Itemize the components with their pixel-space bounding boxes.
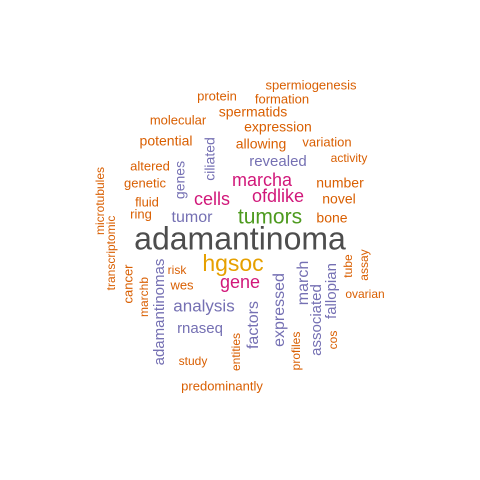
cloud-word-revealed: revealed [249, 153, 307, 170]
cloud-word-molecular: molecular [150, 112, 207, 127]
cloud-word-gene: gene [220, 272, 260, 292]
cloud-word-fluid: fluid [135, 194, 159, 209]
cloud-word-study: study [179, 354, 208, 368]
cloud-word-tumor: tumor [172, 209, 214, 226]
cloud-word-marchb: marchb [137, 277, 151, 317]
cloud-word-marcha: marcha [232, 170, 293, 190]
cloud-word-number: number [316, 175, 364, 191]
cloud-word-hgsoc: hgsoc [202, 250, 263, 276]
cloud-word-adamantinoma: adamantinoma [134, 220, 346, 256]
cloud-word-factors: factors [245, 301, 262, 349]
cloud-word-microtubules: microtubules [93, 167, 107, 235]
cloud-word-activity: activity [331, 151, 368, 165]
cloud-word-protein: protein [197, 88, 237, 103]
cloud-word-entities: entities [229, 333, 243, 371]
cloud-word-rnaseq: rnaseq [177, 320, 223, 337]
cloud-word-allowing: allowing [236, 136, 287, 152]
cloud-word-risk: risk [168, 263, 188, 277]
cloud-word-bone: bone [316, 210, 347, 226]
cloud-word-wes: wes [169, 277, 194, 292]
cloud-word-cancer: cancer [120, 264, 135, 304]
cloud-word-potential: potential [140, 133, 193, 149]
cloud-word-tube: tube [341, 254, 355, 278]
cloud-word-genetic: genetic [124, 175, 166, 190]
cloud-word-spermatids: spermatids [219, 104, 287, 120]
cloud-word-cos: cos [326, 331, 340, 350]
cloud-word-adamantinomas: adamantinomas [151, 259, 168, 366]
cloud-word-ciliated: ciliated [202, 137, 218, 181]
cloud-word-variation: variation [302, 134, 351, 149]
cloud-word-ovarian: ovarian [345, 287, 384, 301]
cloud-word-expressed: expressed [271, 273, 288, 347]
cloud-word-fallopian: fallopian [323, 263, 340, 319]
cloud-word-spermiogenesis: spermiogenesis [265, 77, 357, 92]
cloud-word-expression: expression [244, 119, 312, 135]
cloud-word-genes: genes [172, 161, 188, 199]
cloud-word-associated: associated [308, 284, 325, 356]
cloud-word-ring: ring [130, 206, 152, 221]
cloud-word-assay: assay [357, 249, 371, 280]
cloud-word-transcriptomic: transcriptomic [104, 216, 118, 291]
cloud-word-cells: cells [194, 189, 230, 209]
cloud-word-novel: novel [322, 191, 355, 207]
cloud-word-analysis: analysis [173, 296, 234, 315]
cloud-word-formation: formation [255, 91, 309, 106]
cloud-word-altered: altered [130, 158, 170, 173]
cloud-word-march: march [295, 261, 312, 305]
cloud-word-ofdlike: ofdlike [252, 186, 304, 206]
cloud-word-predominantly: predominantly [181, 378, 263, 393]
cloud-word-tumors: tumors [238, 206, 302, 229]
cloud-word-profiles: profiles [289, 332, 303, 371]
